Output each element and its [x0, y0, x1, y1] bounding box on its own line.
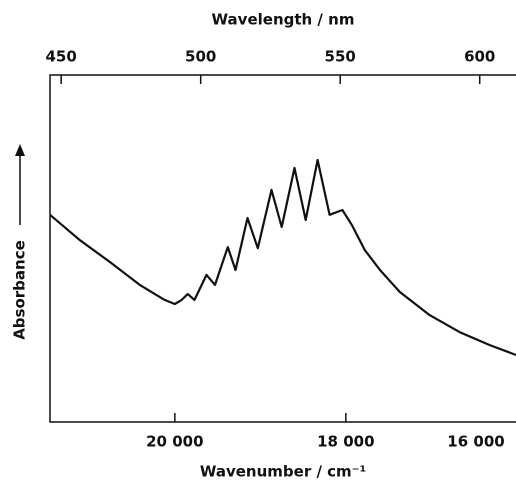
spectrum-line — [49, 158, 516, 357]
x-tick-label: 18 000 — [317, 433, 374, 451]
x2-tick-label: 550 — [325, 48, 356, 66]
plot-frame — [49, 74, 516, 423]
top-axis-title: Wavelength / nm — [212, 11, 355, 29]
x2-tick-label: 600 — [464, 48, 495, 66]
x-tick-label: 16 000 — [447, 433, 504, 451]
x2-tick-label: 450 — [46, 48, 77, 66]
x-axis-title: Wavenumber / cm⁻¹ — [200, 463, 366, 481]
y-axis-title: Absorbance — [11, 240, 29, 340]
x-tick-label: 20 000 — [146, 433, 203, 451]
y-arrow-head — [15, 144, 25, 156]
x2-tick-label: 500 — [185, 48, 216, 66]
